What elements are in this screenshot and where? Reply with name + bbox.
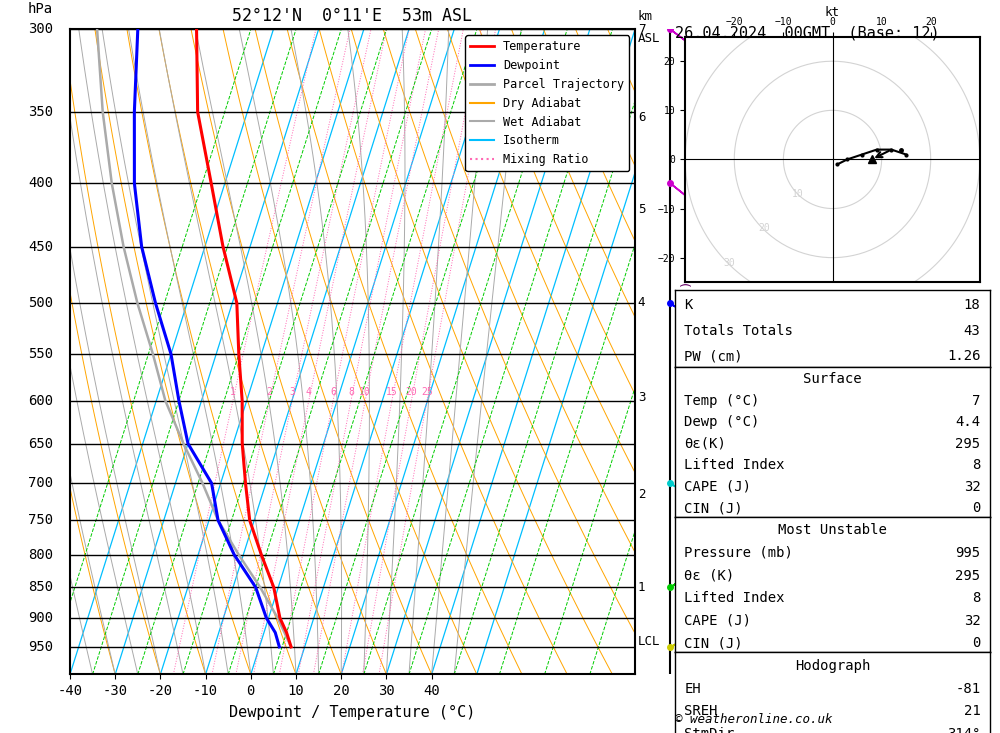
Text: 21: 21 — [964, 704, 981, 718]
Text: 2: 2 — [638, 488, 645, 501]
Text: ASL: ASL — [638, 32, 660, 45]
Text: 4.4: 4.4 — [955, 416, 981, 430]
Text: © weatheronline.co.uk: © weatheronline.co.uk — [675, 712, 832, 726]
Text: 295: 295 — [955, 569, 981, 583]
Text: 350: 350 — [28, 105, 53, 119]
Text: Surface: Surface — [803, 372, 862, 386]
Text: 850: 850 — [28, 581, 53, 594]
Text: 15: 15 — [386, 388, 398, 397]
Text: Hodograph: Hodograph — [795, 659, 870, 673]
Text: CIN (J): CIN (J) — [684, 636, 743, 650]
Text: 0: 0 — [972, 501, 981, 515]
Text: 650: 650 — [28, 437, 53, 451]
Text: 6: 6 — [638, 111, 645, 125]
Text: Lifted Index: Lifted Index — [684, 458, 785, 472]
Text: 950: 950 — [28, 640, 53, 654]
Text: km: km — [638, 10, 653, 23]
Text: 450: 450 — [28, 240, 53, 254]
Text: 900: 900 — [28, 611, 53, 625]
Text: 7: 7 — [638, 23, 645, 36]
Text: SREH: SREH — [684, 704, 718, 718]
Text: 20: 20 — [758, 223, 770, 233]
Text: 8: 8 — [972, 591, 981, 605]
Text: Most Unstable: Most Unstable — [778, 523, 887, 537]
Text: PW (cm): PW (cm) — [684, 349, 743, 364]
Text: 295: 295 — [955, 437, 981, 451]
Text: Lifted Index: Lifted Index — [684, 591, 785, 605]
Text: 314°: 314° — [947, 727, 981, 733]
Text: 0: 0 — [972, 636, 981, 650]
Text: StmDir: StmDir — [684, 727, 735, 733]
Text: 400: 400 — [28, 177, 53, 191]
Text: 4: 4 — [638, 297, 645, 309]
Text: CAPE (J): CAPE (J) — [684, 614, 751, 627]
Text: 18: 18 — [964, 298, 981, 312]
Text: CIN (J): CIN (J) — [684, 501, 743, 515]
Text: 300: 300 — [28, 22, 53, 37]
Text: 5: 5 — [638, 203, 645, 216]
Title: 52°12'N  0°11'E  53m ASL: 52°12'N 0°11'E 53m ASL — [232, 7, 473, 25]
X-axis label: Dewpoint / Temperature (°C): Dewpoint / Temperature (°C) — [229, 705, 476, 720]
Text: 30: 30 — [723, 257, 735, 268]
Text: 8: 8 — [348, 388, 354, 397]
Text: 3: 3 — [638, 391, 645, 404]
Text: 2: 2 — [267, 388, 272, 397]
Text: hPa: hPa — [28, 2, 53, 16]
X-axis label: kt: kt — [825, 6, 840, 18]
Text: EH: EH — [684, 682, 701, 696]
Text: 995: 995 — [955, 546, 981, 560]
Text: Temp (°C): Temp (°C) — [684, 394, 760, 408]
Text: Pressure (mb): Pressure (mb) — [684, 546, 793, 560]
Text: 32: 32 — [964, 614, 981, 627]
Text: 7: 7 — [972, 394, 981, 408]
Text: K: K — [684, 298, 693, 312]
Text: LCL: LCL — [638, 635, 660, 648]
Text: 10: 10 — [792, 189, 804, 199]
Text: Dewp (°C): Dewp (°C) — [684, 416, 760, 430]
Text: 8: 8 — [972, 458, 981, 472]
Text: 550: 550 — [28, 347, 53, 361]
Text: 10: 10 — [359, 388, 371, 397]
Text: 25: 25 — [421, 388, 433, 397]
Text: 800: 800 — [28, 548, 53, 561]
Text: 750: 750 — [28, 513, 53, 527]
Text: 700: 700 — [28, 476, 53, 490]
Text: 4: 4 — [306, 388, 312, 397]
Text: 600: 600 — [28, 394, 53, 408]
Text: 6: 6 — [330, 388, 336, 397]
Text: CAPE (J): CAPE (J) — [684, 479, 751, 494]
Text: θε(K): θε(K) — [684, 437, 726, 451]
Text: 43: 43 — [964, 323, 981, 338]
Text: Totals Totals: Totals Totals — [684, 323, 793, 338]
Text: 500: 500 — [28, 296, 53, 310]
Text: 3: 3 — [289, 388, 295, 397]
Text: 1.26: 1.26 — [947, 349, 981, 364]
Text: -81: -81 — [955, 682, 981, 696]
Text: 1: 1 — [638, 581, 645, 594]
Text: 26.04.2024  00GMT  (Base: 12): 26.04.2024 00GMT (Base: 12) — [675, 26, 940, 40]
Text: θε (K): θε (K) — [684, 569, 735, 583]
Text: 1: 1 — [230, 388, 236, 397]
Text: 20: 20 — [406, 388, 417, 397]
Text: 32: 32 — [964, 479, 981, 494]
Text: Mixing Ratio (g/kg): Mixing Ratio (g/kg) — [680, 281, 694, 423]
Legend: Temperature, Dewpoint, Parcel Trajectory, Dry Adiabat, Wet Adiabat, Isotherm, Mi: Temperature, Dewpoint, Parcel Trajectory… — [465, 35, 629, 171]
